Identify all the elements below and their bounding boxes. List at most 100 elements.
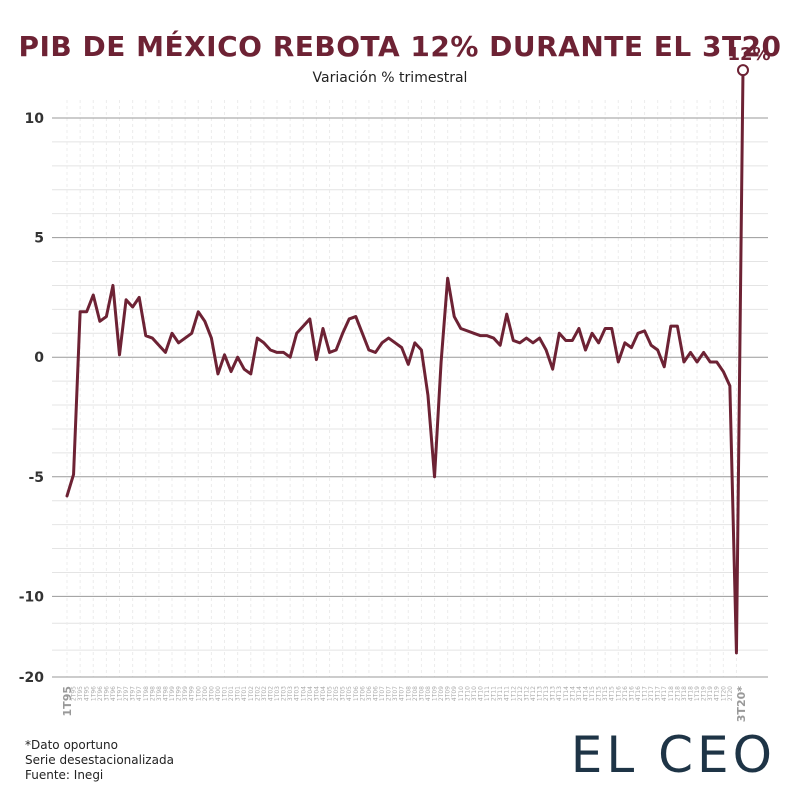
x-tick-label: 3T09 xyxy=(445,686,452,701)
x-tick-label: 2T01 xyxy=(228,686,235,701)
x-tick-label: 3T98 xyxy=(156,686,163,701)
x-tick-label: 3T13 xyxy=(550,686,557,701)
x-tick-label: 4T05 xyxy=(346,686,353,701)
x-tick-label: 1T02 xyxy=(248,686,255,701)
x-tick-label: 1T05 xyxy=(327,686,334,701)
x-tick-label: 1T13 xyxy=(537,686,544,701)
x-tick-label: 2T04 xyxy=(307,686,314,701)
x-tick-label: 3T06 xyxy=(366,686,373,701)
x-tick-label: 4T11 xyxy=(504,686,511,701)
x-tick-label: 2T15 xyxy=(596,686,603,701)
x-tick-label: 4T14 xyxy=(582,686,589,701)
x-tick-label: 1T10 xyxy=(458,686,465,701)
x-tick-label: 1T08 xyxy=(405,686,412,701)
x-tick-label: 3T95 xyxy=(77,686,84,701)
x-tick-label: 1T16 xyxy=(615,686,622,701)
x-tick-label: 2T03 xyxy=(281,686,288,701)
x-tick-label: 1T03 xyxy=(274,686,281,701)
x-tick-label: 4T07 xyxy=(399,686,406,701)
annotation-layer: 12% xyxy=(727,44,771,77)
x-tick-label: 3T03 xyxy=(287,686,294,701)
x-tick-label: 2T95 xyxy=(71,686,78,701)
x-tick-label: 4T02 xyxy=(267,686,274,701)
x-tick-label: 1T11 xyxy=(484,686,491,701)
x-tick-label: 4T17 xyxy=(661,686,668,701)
x-tick-label: 2T98 xyxy=(149,686,156,701)
x-tick-label: 3T17 xyxy=(655,686,662,701)
x-tick-label: 3T10 xyxy=(471,686,478,701)
x-tick-label: 2T19 xyxy=(701,686,708,701)
x-tick-label: 2T02 xyxy=(254,686,261,701)
x-tick-label: 2T11 xyxy=(491,686,498,701)
x-tick-label: 4T19 xyxy=(714,686,721,701)
x-tick-label: 3T15 xyxy=(602,686,609,701)
callout-label: 12% xyxy=(727,44,770,65)
y-tick-label: 5 xyxy=(34,231,44,247)
x-tick-label: 4T16 xyxy=(635,686,642,701)
x-tick-label: 4T06 xyxy=(372,686,379,701)
x-tick-label: 3T12 xyxy=(523,686,530,701)
x-tick-label: 1T99 xyxy=(169,686,176,701)
chart-grid xyxy=(52,100,768,678)
x-tick-label: 2T14 xyxy=(569,686,576,701)
x-tick-label: 1T01 xyxy=(222,686,229,701)
x-tick-label: 2T13 xyxy=(543,686,550,701)
x-tick-label: 3T14 xyxy=(576,686,583,701)
x-tick-label: 4T95 xyxy=(84,686,91,701)
x-tick-label: 2T07 xyxy=(386,686,393,701)
x-tick-label: 2T05 xyxy=(333,686,340,701)
y-tick-label: 0 xyxy=(34,350,44,366)
x-tick-label: 3T11 xyxy=(497,686,504,701)
x-tick-label: 1T14 xyxy=(563,686,570,701)
y-tick-label: 10 xyxy=(25,111,45,127)
y-tick-label: -10 xyxy=(19,589,45,605)
x-tick-label: 3T08 xyxy=(418,686,425,701)
x-tick-label: 1T97 xyxy=(117,686,124,701)
x-tick-label: 4T97 xyxy=(136,686,143,701)
x-tick-label: 1T15 xyxy=(589,686,596,701)
x-tick-label: 4T15 xyxy=(609,686,616,701)
x-tick-label: 1T98 xyxy=(143,686,150,701)
footnote-preliminary: *Dato oportuno xyxy=(25,738,118,752)
x-tick-label: 4T03 xyxy=(294,686,301,701)
x-tick-label: 4T09 xyxy=(451,686,458,701)
x-tick-label: 1T12 xyxy=(510,686,517,701)
y-tick-label: -20 xyxy=(19,670,45,686)
x-tick-label: 2T08 xyxy=(412,686,419,701)
x-tick-label: 4T01 xyxy=(241,686,248,701)
last-point-marker xyxy=(737,64,749,77)
x-tick-label: 1T96 xyxy=(90,686,97,701)
x-tick-label: 1T95 xyxy=(61,686,74,716)
x-tick-label: 4T13 xyxy=(556,686,563,701)
x-tick-label: 2T99 xyxy=(176,686,183,701)
x-tick-label: 2T96 xyxy=(97,686,104,701)
chart-title: PIB DE MÉXICO REBOTA 12% DURANTE EL 3T20 xyxy=(18,30,782,63)
x-tick-label: 2T09 xyxy=(438,686,445,701)
x-tick-label: 3T04 xyxy=(313,686,320,701)
x-tick-label: 4T18 xyxy=(687,686,694,701)
x-tick-label: 1T19 xyxy=(694,686,701,701)
x-tick-label: 4T99 xyxy=(189,686,196,701)
x-tick-label: 4T10 xyxy=(477,686,484,701)
x-tick-label: 2T06 xyxy=(359,686,366,701)
x-tick-label: 3T20* xyxy=(735,686,748,722)
y-axis: 10 5 0 -5 -10 -20 xyxy=(19,111,45,686)
x-tick-label: 1T00 xyxy=(195,686,202,701)
x-tick-label: 4T96 xyxy=(110,686,117,701)
x-tick-label: 3T01 xyxy=(235,686,242,701)
x-tick-label: 4T12 xyxy=(530,686,537,701)
footnote-seasonal: Serie desestacionalizada xyxy=(25,753,174,767)
x-tick-label: 4T98 xyxy=(162,686,169,701)
x-tick-label: 2T18 xyxy=(674,686,681,701)
x-tick-label: 4T08 xyxy=(425,686,432,701)
x-tick-label: 1T17 xyxy=(642,686,649,701)
x-tick-label: 1T04 xyxy=(300,686,307,701)
x-tick-label: 1T18 xyxy=(668,686,675,701)
x-tick-label: 1T06 xyxy=(353,686,360,701)
series-line-gdp xyxy=(65,68,745,655)
x-tick-label: 3T07 xyxy=(392,686,399,701)
x-tick-label: 2T16 xyxy=(622,686,629,701)
x-tick-label: 2T10 xyxy=(464,686,471,701)
